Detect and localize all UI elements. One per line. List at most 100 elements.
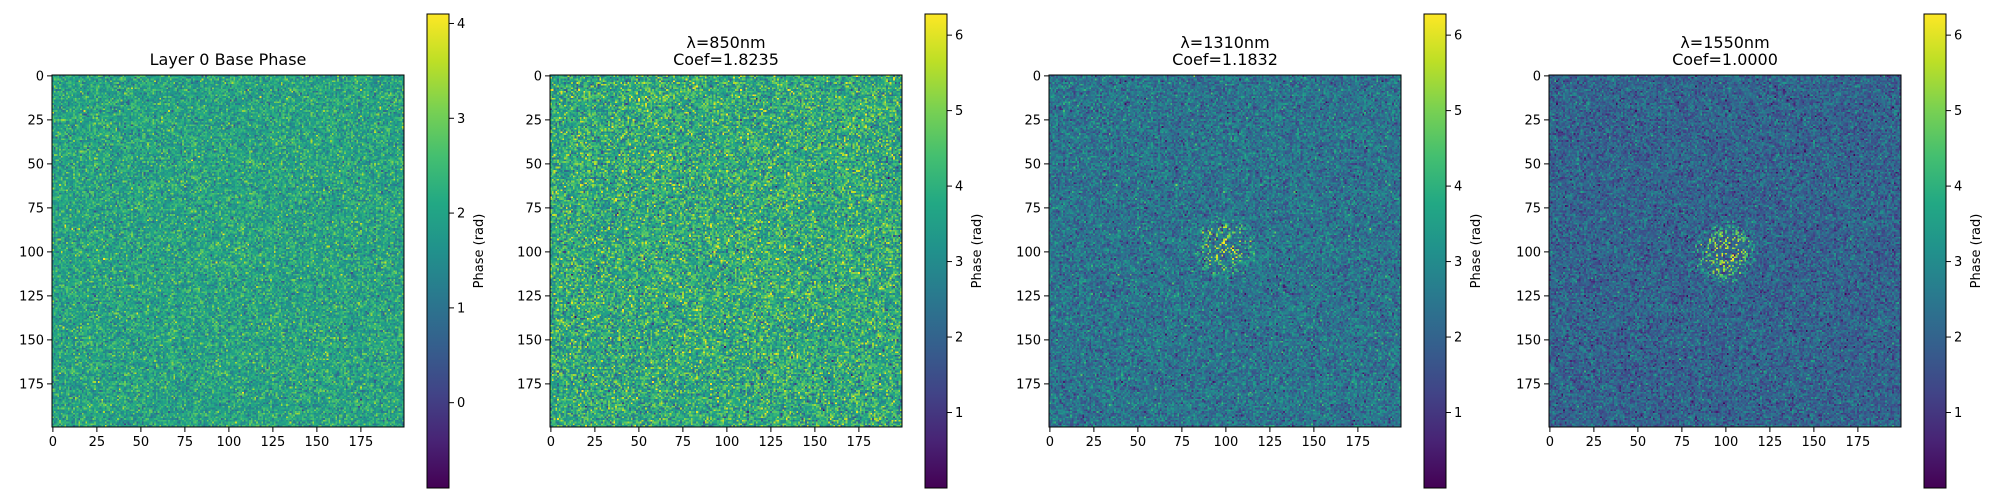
colorbar-tick-label: 2 — [457, 207, 465, 222]
x-tick-label: 25 — [1086, 435, 1103, 450]
x-tick-label: 75 — [675, 435, 692, 450]
y-tick-label: 25 — [525, 113, 542, 128]
y-tick-label: 50 — [1024, 157, 1041, 172]
colorbar-label: Phase (rad) — [472, 214, 487, 289]
y-tick-label: 125 — [19, 289, 44, 304]
colorbar-tick-label: 4 — [955, 180, 963, 195]
x-tick-label: 50 — [1630, 435, 1647, 450]
y-tick-label: 75 — [525, 201, 542, 216]
x-tick-label: 100 — [216, 435, 241, 450]
x-tick-label: 75 — [1174, 435, 1191, 450]
heatmap-image — [1549, 75, 1901, 427]
colorbar-tick-label: 4 — [1454, 180, 1462, 195]
panel-title: λ=1550nm Coef=1.0000 — [1672, 33, 1778, 69]
x-tick-label: 0 — [49, 435, 57, 450]
colorbar-label: Phase (rad) — [970, 214, 985, 289]
colorbar-tick-label: 6 — [955, 29, 963, 44]
colorbar-tick-label: 2 — [955, 331, 963, 346]
colorbar-tick-label: 2 — [1954, 331, 1962, 346]
x-tick-label: 75 — [1674, 435, 1691, 450]
colorbar-tick-label: 1 — [1454, 406, 1462, 421]
colorbar-tick-label: 3 — [1454, 255, 1462, 270]
panel-title-line: Coef=1.1832 — [1172, 50, 1278, 69]
x-tick-label: 100 — [1713, 435, 1738, 450]
colorbar-tick-label: 5 — [1454, 104, 1462, 119]
y-tick-label: 50 — [27, 157, 44, 172]
colorbar-label: Phase (rad) — [1469, 214, 1484, 289]
x-tick-label: 150 — [1801, 435, 1826, 450]
y-tick-label: 125 — [1016, 289, 1041, 304]
x-tick-label: 100 — [714, 435, 739, 450]
x-tick-label: 75 — [177, 435, 194, 450]
x-tick-label: 175 — [1345, 435, 1370, 450]
y-tick-label: 175 — [1016, 377, 1041, 392]
panel-title-line: λ=1310nm — [1180, 33, 1269, 52]
x-tick-label: 25 — [1586, 435, 1603, 450]
x-tick-label: 175 — [348, 435, 373, 450]
colorbar-tick-label: 2 — [1454, 331, 1462, 346]
x-tick-label: 125 — [758, 435, 783, 450]
x-tick-label: 125 — [1257, 435, 1282, 450]
y-tick-label: 125 — [1516, 289, 1541, 304]
y-tick-label: 0 — [36, 69, 44, 84]
panel-title-line: Coef=1.0000 — [1672, 50, 1778, 69]
colorbar-tick-label: 3 — [955, 255, 963, 270]
y-tick-label: 75 — [27, 201, 44, 216]
y-tick-label: 50 — [1524, 157, 1541, 172]
x-tick-label: 50 — [133, 435, 150, 450]
y-tick-label: 50 — [525, 157, 542, 172]
x-tick-label: 25 — [89, 435, 106, 450]
y-tick-label: 150 — [19, 333, 44, 348]
colorbar-tick-label: 3 — [457, 112, 465, 127]
x-tick-label: 125 — [260, 435, 285, 450]
plot-frame — [51, 74, 405, 428]
y-tick-label: 150 — [1016, 333, 1041, 348]
heatmap-image — [1049, 75, 1401, 427]
colorbar-tick-label: 4 — [1954, 180, 1962, 195]
y-tick-label: 125 — [517, 289, 542, 304]
panel-title: λ=1310nm Coef=1.1832 — [1172, 33, 1278, 69]
colorbar-tick-label: 1 — [1954, 406, 1962, 421]
y-tick-label: 75 — [1024, 201, 1041, 216]
heatmap-image — [52, 75, 404, 427]
panel-title-line: Layer 0 Base Phase — [150, 50, 307, 69]
y-tick-label: 175 — [1516, 377, 1541, 392]
colorbar — [924, 13, 948, 489]
x-tick-label: 150 — [304, 435, 329, 450]
x-tick-label: 0 — [1546, 435, 1554, 450]
y-tick-label: 175 — [517, 377, 542, 392]
x-tick-label: 125 — [1757, 435, 1782, 450]
y-tick-label: 0 — [1533, 69, 1541, 84]
x-tick-label: 175 — [1845, 435, 1870, 450]
colorbar-tick-label: 5 — [955, 104, 963, 119]
colorbar-tick-label: 0 — [457, 396, 465, 411]
x-tick-label: 175 — [846, 435, 871, 450]
colorbar-tick-label: 6 — [1454, 29, 1462, 44]
x-tick-label: 50 — [631, 435, 648, 450]
colorbar-tick-label: 1 — [457, 301, 465, 316]
panel-title-line: Coef=1.8235 — [673, 50, 779, 69]
plot-frame — [549, 74, 903, 428]
y-tick-label: 100 — [1516, 245, 1541, 260]
y-tick-label: 25 — [1524, 113, 1541, 128]
panel-title-line: λ=1550nm — [1680, 33, 1769, 52]
colorbar-tick-label: 6 — [1954, 29, 1962, 44]
plot-frame — [1548, 74, 1902, 428]
y-tick-label: 25 — [1024, 113, 1041, 128]
panel-title-line: λ=850nm — [686, 33, 765, 52]
x-tick-label: 150 — [1301, 435, 1326, 450]
panel-title: λ=850nm Coef=1.8235 — [673, 33, 779, 69]
colorbar — [1923, 13, 1947, 489]
y-tick-label: 75 — [1524, 201, 1541, 216]
y-tick-label: 0 — [1033, 69, 1041, 84]
colorbar — [426, 13, 450, 489]
y-tick-label: 150 — [517, 333, 542, 348]
x-tick-label: 100 — [1213, 435, 1238, 450]
x-tick-label: 25 — [587, 435, 604, 450]
x-tick-label: 0 — [1046, 435, 1054, 450]
